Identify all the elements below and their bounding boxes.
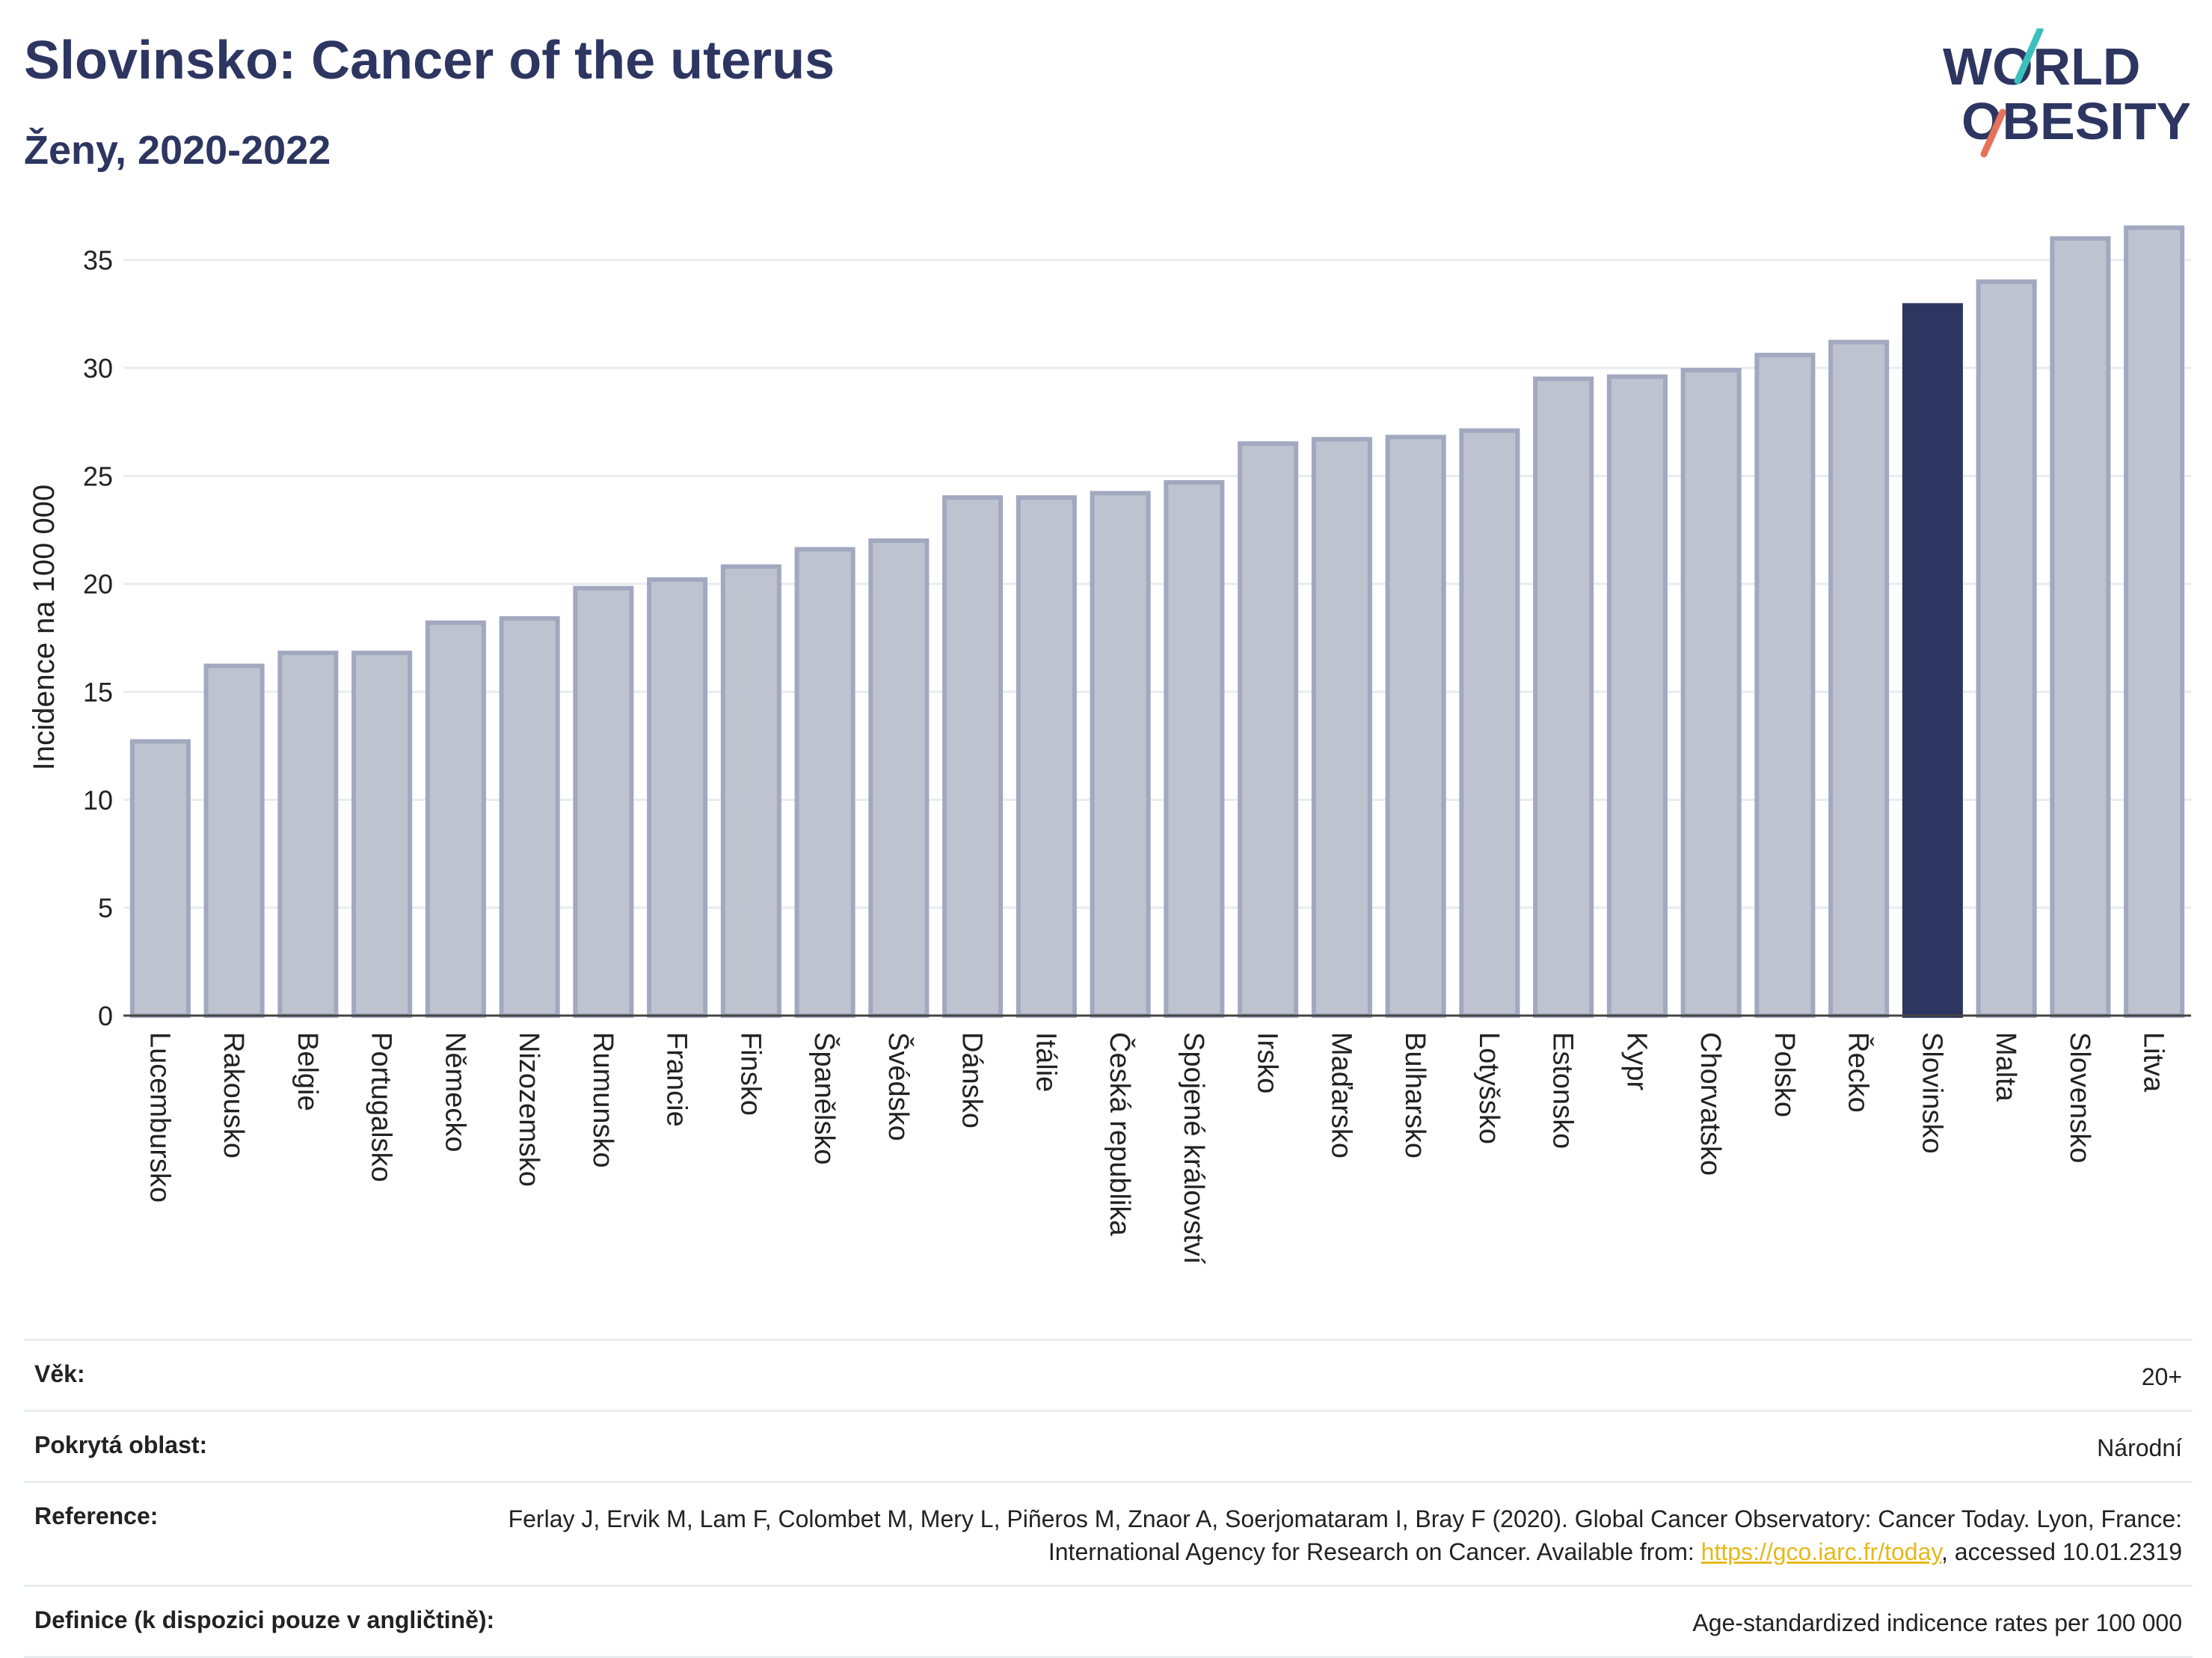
- x-tick-label: Belgie: [292, 1032, 323, 1111]
- x-tick-label: Rakousko: [218, 1032, 249, 1158]
- meta-row-reference: Reference: Ferlay J, Ervik M, Lam F, Col…: [24, 1481, 2193, 1585]
- x-tick-label: Irsko: [1252, 1032, 1283, 1093]
- bar-irsko: [1238, 441, 1299, 1018]
- x-tick-label: Dánsko: [956, 1032, 988, 1129]
- y-tick-label: 10: [83, 785, 113, 815]
- y-tick-label: 20: [83, 569, 113, 600]
- x-tick-label: Polsko: [1769, 1032, 1800, 1117]
- bar-maďarsko: [1311, 437, 1372, 1018]
- bar-rumunsko: [573, 586, 634, 1018]
- bar-česká-republika: [1090, 491, 1151, 1018]
- x-tick-label: Litva: [2138, 1032, 2169, 1093]
- bar-kypr: [1606, 374, 1668, 1019]
- bar-estonsko: [1533, 376, 1594, 1018]
- x-tick-label: Česká republika: [1104, 1032, 1137, 1236]
- x-tick-label: Lotyšsko: [1473, 1032, 1505, 1144]
- bar-slovensko: [2050, 236, 2111, 1018]
- bar-německo: [425, 620, 486, 1018]
- x-tick-label: Lucembursko: [144, 1032, 175, 1203]
- x-tick-label: Slovinsko: [1916, 1032, 1947, 1154]
- bar-portugalsko: [351, 651, 413, 1018]
- area-label: Pokrytá oblast:: [34, 1431, 208, 1458]
- meta-row-definition: Definice (k dispozici pouze v angličtině…: [24, 1585, 2193, 1658]
- x-tick-label: Estonsko: [1547, 1032, 1579, 1149]
- bar-dánsko: [942, 495, 1004, 1018]
- bar-lotyšsko: [1459, 428, 1520, 1018]
- reference-label: Reference:: [34, 1502, 159, 1529]
- logo-slash-coral: [1980, 108, 2006, 158]
- x-tick-label: Malta: [1990, 1032, 2021, 1102]
- y-axis-title: Incidence na 100 000: [28, 485, 61, 771]
- x-tick-label: Kypr: [1620, 1032, 1652, 1090]
- reference-text: Ferlay J, Ervik M, Lam F, Colombet M, Me…: [508, 1505, 2182, 1565]
- area-value: Národní: [2097, 1434, 2182, 1461]
- bar-francie: [647, 577, 708, 1018]
- x-tick-label: Itálie: [1030, 1032, 1061, 1092]
- bar-slovinsko: [1902, 303, 1963, 1018]
- age-label: Věk:: [34, 1360, 85, 1387]
- x-tick-label: Spojené království: [1178, 1032, 1209, 1265]
- y-tick-label: 5: [98, 893, 113, 924]
- y-tick-label: 30: [83, 353, 113, 384]
- meta-row-age: Věk: 20+: [24, 1339, 2193, 1410]
- chart-title: Slovinsko: Cancer of the uterus: [24, 31, 835, 90]
- bar-lucembursko: [129, 739, 191, 1018]
- logo-line1: WORLD: [1943, 37, 2140, 96]
- bar-chorvatsko: [1680, 367, 1742, 1018]
- bar-belgie: [277, 651, 339, 1018]
- x-tick-label: Portugalsko: [366, 1032, 397, 1182]
- bar-řecko: [1828, 340, 1890, 1019]
- bar-nizozemsko: [499, 615, 560, 1018]
- age-value: 20+: [2141, 1363, 2182, 1390]
- bar-litva: [2124, 225, 2185, 1019]
- x-tick-label: Německo: [439, 1032, 470, 1152]
- reference-value: Ferlay J, Ervik M, Lam F, Colombet M, Me…: [462, 1502, 2182, 1568]
- logo-slash-teal: [2014, 28, 2044, 85]
- x-tick-label: Chorvatsko: [1695, 1032, 1726, 1176]
- bar-malta: [1976, 279, 2037, 1018]
- bar-itálie: [1016, 495, 1077, 1018]
- x-tick-label: Francie: [661, 1032, 692, 1127]
- y-tick-label: 0: [98, 1001, 113, 1031]
- reference-link[interactable]: https://gco.iarc.fr/today: [1701, 1538, 1941, 1565]
- meta-row-area: Pokrytá oblast: Národní: [24, 1410, 2193, 1481]
- bar-chart: 0 5 10 15 20 25 30 35 Incidence na 100 000 Lucemb…: [28, 225, 2191, 1265]
- y-tick-label: 15: [83, 677, 113, 707]
- x-tick-label: Řecko: [1843, 1032, 1875, 1113]
- definition-label: Definice (k dispozici pouze v angličtině…: [34, 1606, 495, 1633]
- bar-bulharsko: [1385, 435, 1446, 1018]
- x-tick-label: Rumunsko: [587, 1032, 618, 1168]
- chart-subtitle: Ženy, 2020-2022: [24, 128, 331, 173]
- bar-švédsko: [868, 538, 930, 1018]
- y-tick-label: 25: [83, 461, 113, 491]
- x-tick-label: Španělsko: [808, 1032, 841, 1164]
- reference-accessed: , accessed 10.01.2319: [1941, 1538, 2182, 1565]
- x-tick-label: Bulharsko: [1399, 1032, 1431, 1158]
- x-tick-label: Finsko: [734, 1032, 766, 1116]
- x-tick-label: Švédsko: [882, 1032, 915, 1141]
- bar-finsko: [720, 564, 781, 1018]
- metadata-table: Věk: 20+ Pokrytá oblast: Národní Referen…: [24, 1339, 2193, 1658]
- x-tick-label: Maďarsko: [1325, 1032, 1357, 1158]
- bar-španělsko: [794, 547, 855, 1018]
- bar-polsko: [1754, 352, 1816, 1019]
- definition-value: Age-standardized indicence rates per 100…: [1692, 1609, 2182, 1636]
- y-tick-label: 35: [83, 245, 113, 276]
- x-tick-label: Slovensko: [2064, 1032, 2095, 1163]
- bar-spojené-království: [1164, 480, 1225, 1018]
- bar-rakousko: [203, 663, 265, 1018]
- world-obesity-logo: WORLD OBESITY: [1943, 28, 2190, 158]
- x-tick-label: Nizozemsko: [513, 1032, 544, 1187]
